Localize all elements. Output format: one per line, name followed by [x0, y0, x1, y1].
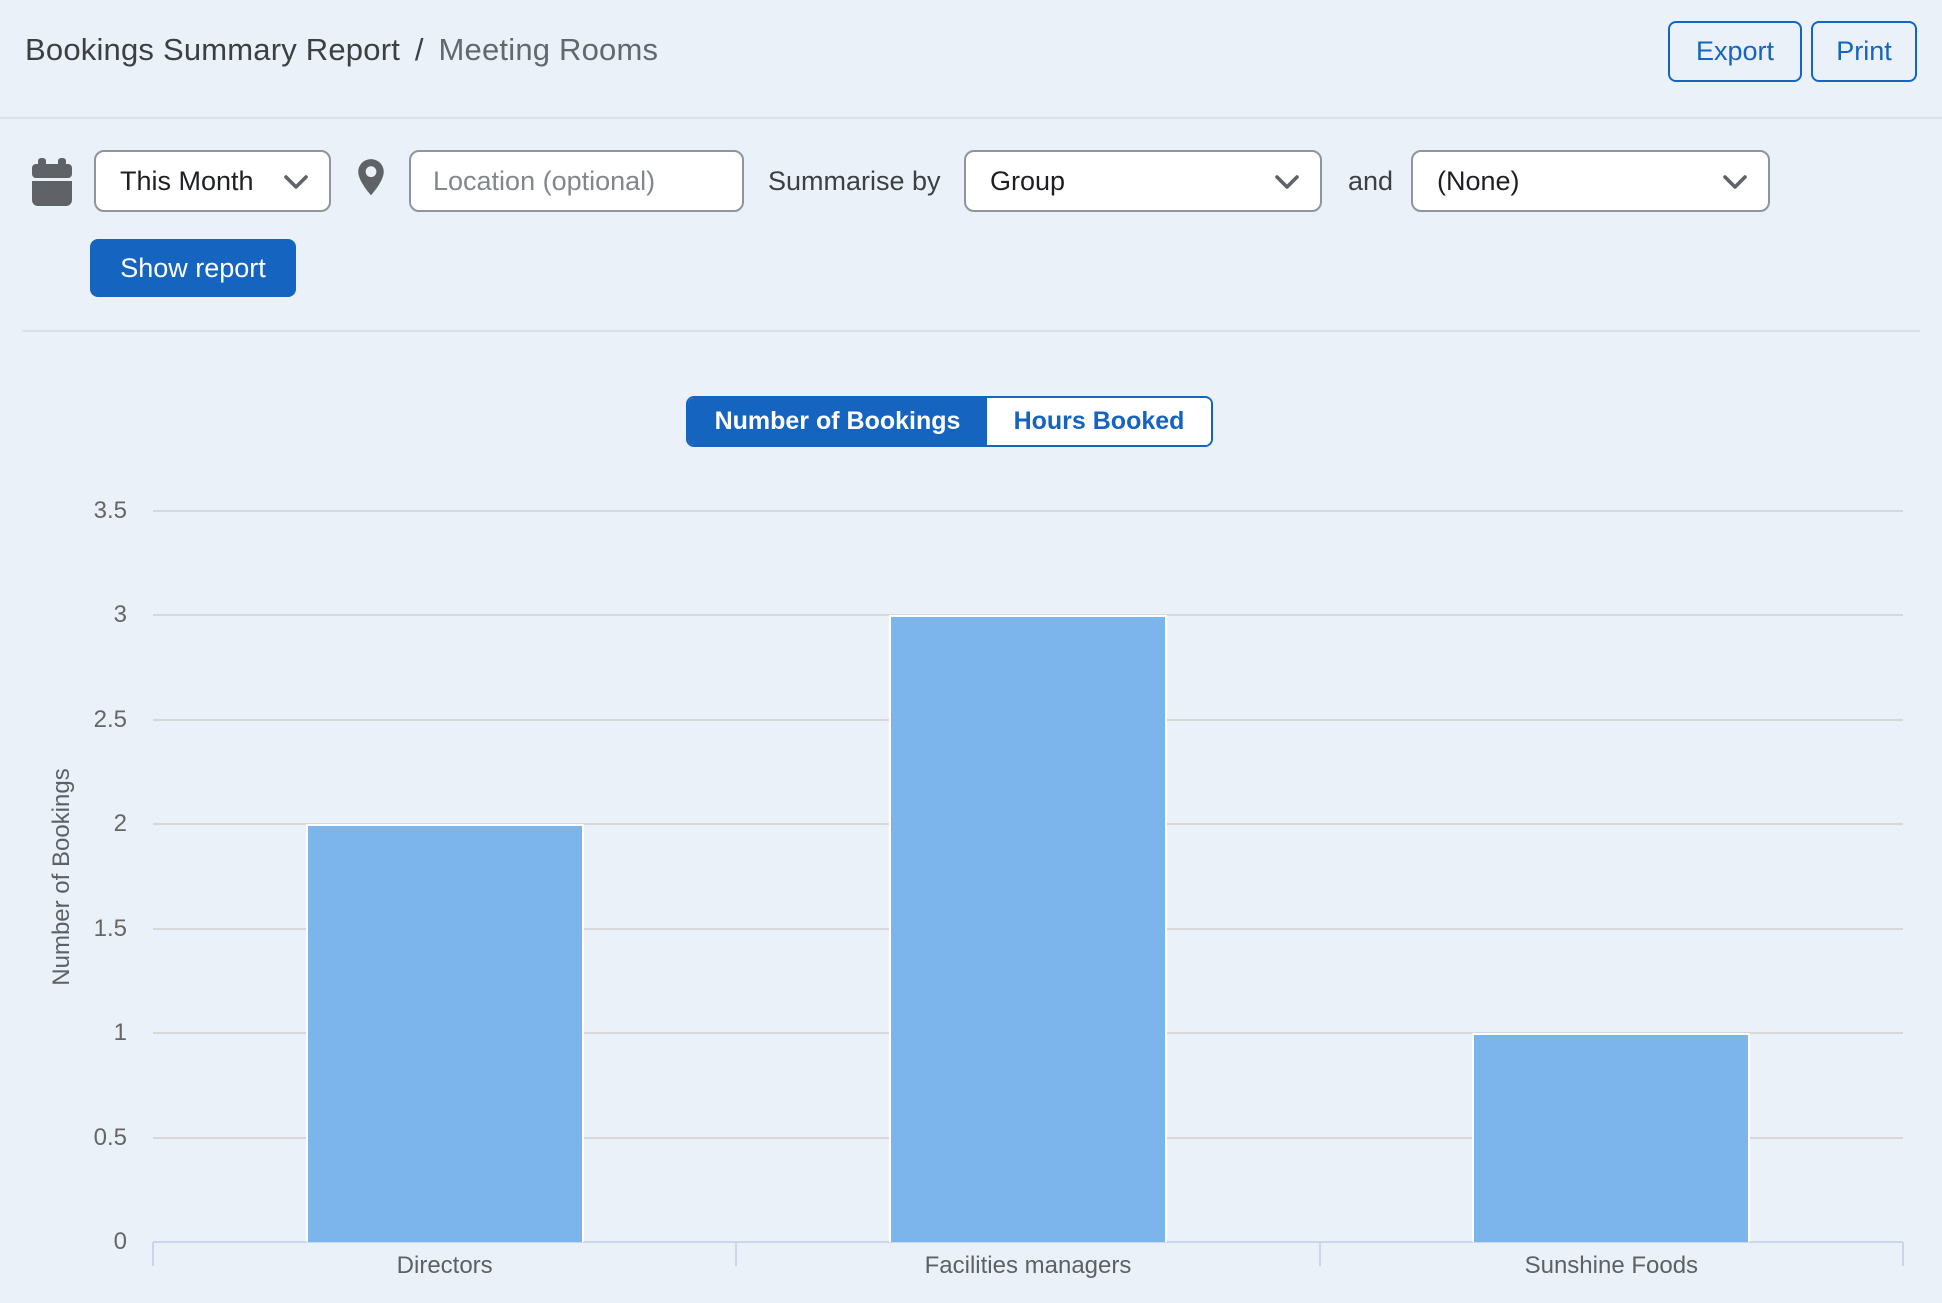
show-report-button[interactable]: Show report	[90, 239, 296, 297]
section-divider	[22, 330, 1920, 332]
chevron-down-icon	[1722, 166, 1748, 197]
toggle-number-of-bookings[interactable]: Number of Bookings	[688, 398, 987, 445]
breadcrumb: Bookings Summary Report / Meeting Rooms	[25, 32, 658, 68]
y-tick-label: 2	[113, 810, 127, 838]
bar-facilities-managers	[889, 615, 1167, 1242]
page-title-secondary: Meeting Rooms	[438, 32, 659, 67]
date-range-select[interactable]: This Month	[94, 150, 331, 212]
y-gridline	[153, 823, 1903, 826]
x-axis-line	[153, 1241, 1903, 1243]
metric-toggle: Number of Bookings Hours Booked	[686, 396, 1213, 447]
y-tick-label: 2.5	[93, 705, 127, 733]
secondary-summarise-value: (None)	[1437, 165, 1520, 196]
y-gridline	[153, 1032, 1903, 1035]
category-label: Facilities managers	[924, 1252, 1132, 1279]
category-label: Directors	[396, 1252, 493, 1279]
y-gridline	[153, 927, 1903, 930]
chevron-down-icon	[1274, 166, 1300, 197]
summarise-by-label: Summarise by	[768, 166, 941, 196]
summarise-by-value: Group	[990, 165, 1066, 196]
secondary-summarise-select[interactable]: (None)	[1411, 150, 1770, 212]
y-gridline	[153, 1136, 1903, 1139]
y-axis-title: Number of Bookings	[48, 767, 75, 986]
toggle-hours-booked[interactable]: Hours Booked	[987, 398, 1211, 445]
x-tick-mark	[1902, 1242, 1904, 1266]
header-divider	[0, 117, 1942, 119]
y-tick-label: 1.5	[93, 914, 127, 942]
summarise-by-select[interactable]: Group	[964, 150, 1322, 212]
y-gridline	[153, 614, 1903, 617]
location-pin-icon	[354, 150, 388, 213]
x-tick-mark	[152, 1242, 154, 1266]
bar-sunshine-foods	[1472, 1033, 1751, 1242]
y-gridline	[153, 510, 1903, 512]
calendar-icon	[32, 158, 72, 211]
date-range-value: This Month	[120, 165, 254, 196]
y-tick-label: 0	[113, 1228, 127, 1255]
y-gridline	[153, 718, 1903, 721]
and-label: and	[1348, 166, 1394, 196]
category-label: Sunshine Foods	[1524, 1252, 1699, 1279]
print-button[interactable]: Print	[1811, 21, 1917, 82]
chevron-down-icon	[283, 166, 309, 197]
breadcrumb-separator: /	[414, 32, 424, 67]
bar-directors	[305, 824, 584, 1242]
y-tick-label: 1	[113, 1019, 127, 1047]
page-title-primary: Bookings Summary Report	[25, 32, 401, 67]
y-tick-label: 3.5	[93, 497, 127, 524]
y-tick-label: 0.5	[93, 1123, 127, 1151]
export-button[interactable]: Export	[1668, 21, 1802, 82]
location-input[interactable]	[409, 150, 744, 212]
x-tick-mark	[735, 1242, 738, 1266]
y-tick-label: 3	[113, 601, 127, 629]
x-tick-mark	[1318, 1242, 1321, 1266]
